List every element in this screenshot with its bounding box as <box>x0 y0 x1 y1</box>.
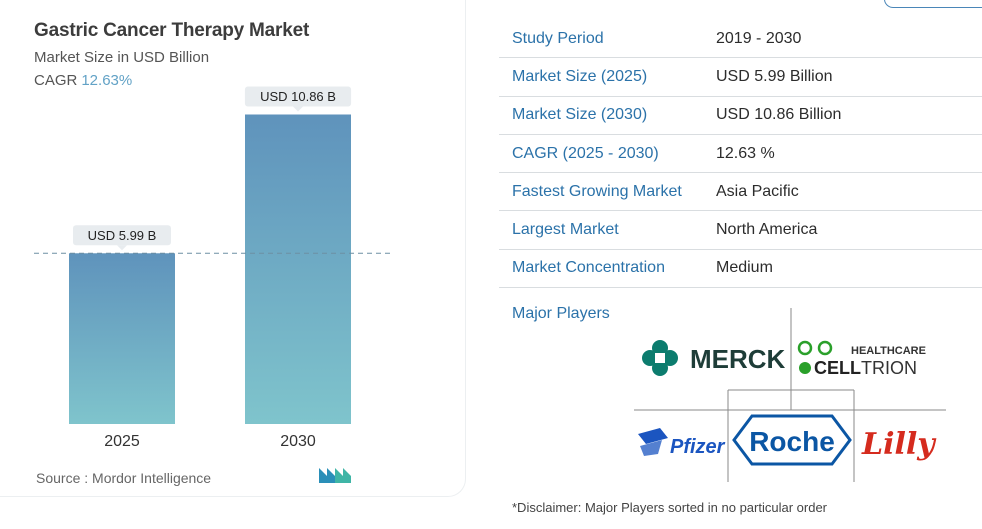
info-row-value: USD 5.99 Billion <box>716 67 833 85</box>
lilly-logo: Lilly <box>861 427 937 462</box>
chart-source: Source : Mordor Intelligence <box>36 470 212 486</box>
celltrion-dot-icon <box>797 340 813 356</box>
info-row: Fastest Growing Market Asia Pacific <box>499 173 982 212</box>
merck-wordmark: MERCK <box>690 344 786 374</box>
celltrion-healthcare-text: HEALTHCARE <box>851 345 926 357</box>
top-action-pill[interactable] <box>884 0 982 8</box>
data-label: USD 5.99 B <box>88 228 157 243</box>
info-row-value: 12.63 % <box>716 144 775 162</box>
pfizer-logo: Pfizer <box>638 428 726 458</box>
info-row: Largest Market North America <box>499 211 982 250</box>
celltrion-wordmark: CELLTRION <box>814 358 917 378</box>
info-row-key: Market Concentration <box>512 259 665 277</box>
info-row: Market Concentration Medium <box>499 250 982 289</box>
disclaimer: *Disclaimer: Major Players sorted in no … <box>512 500 828 515</box>
data-label-pointer <box>293 106 303 112</box>
info-row: Market Size (2030) USD 10.86 Billion <box>499 97 982 135</box>
info-row-value: Medium <box>716 259 773 277</box>
lilly-wordmark: Lilly <box>861 427 937 462</box>
cagr-line: CAGR 12.63% <box>34 72 132 89</box>
x-tick-label: 2025 <box>104 433 140 450</box>
pfizer-pill-icon <box>638 428 668 444</box>
roche-hexagon-icon <box>732 414 852 466</box>
merck-emblem-icon <box>642 340 678 376</box>
info-row-value: 2019 - 2030 <box>716 29 802 47</box>
info-row: Study Period 2019 - 2030 <box>499 20 982 59</box>
mordor-intelligence-logo <box>319 468 351 483</box>
info-row-key: Fastest Growing Market <box>512 182 682 200</box>
roche-logo: Roche <box>732 414 852 466</box>
bar-chart: USD 5.99 B 2025 USD 10.86 B 2030 <box>34 86 390 450</box>
major-players-label: Major Players <box>512 305 610 322</box>
bar-2025 <box>69 253 175 424</box>
chart-title: Gastric Cancer Therapy Market <box>34 20 310 41</box>
data-label-pointer <box>117 245 127 251</box>
data-label-pill <box>244 86 352 107</box>
info-row-key: Largest Market <box>512 221 619 239</box>
pfizer-wordmark: Pfizer <box>670 436 726 458</box>
info-row-key: Study Period <box>512 29 604 47</box>
merck-logo: MERCK <box>642 340 786 376</box>
celltrion-logo: HEALTHCARE CELLTRION <box>797 340 926 378</box>
data-label: USD 10.86 B <box>260 89 336 104</box>
info-row: Market Size (2025) USD 5.99 Billion <box>499 58 982 97</box>
bar-2030 <box>245 114 351 425</box>
info-row-key: Market Size (2030) <box>512 106 648 124</box>
info-row-value: Asia Pacific <box>716 182 799 200</box>
cagr-label: CAGR <box>34 72 78 89</box>
roche-wordmark: Roche <box>749 426 835 457</box>
market-info-table: Study Period 2019 - 2030 Market Size (2025… <box>499 20 982 289</box>
chart-card: Gastric Cancer Therapy Market Market Siz… <box>0 0 466 497</box>
data-label-pill <box>73 225 171 246</box>
info-row-key: Market Size (2025) <box>512 67 648 85</box>
info-row-value: USD 10.86 Billion <box>716 106 842 124</box>
chart-subtitle: Market Size in USD Billion <box>34 49 210 66</box>
info-row: CAGR (2025 - 2030) 12.63 % <box>499 135 982 174</box>
info-row-value: North America <box>716 221 818 239</box>
major-players-logos: MERCK HEALTHCARE CELLTRION Pfizer Roche … <box>634 308 946 482</box>
cagr-value: 12.63% <box>81 72 133 89</box>
info-row-key: CAGR (2025 - 2030) <box>512 144 659 162</box>
x-tick-label: 2030 <box>280 433 316 450</box>
